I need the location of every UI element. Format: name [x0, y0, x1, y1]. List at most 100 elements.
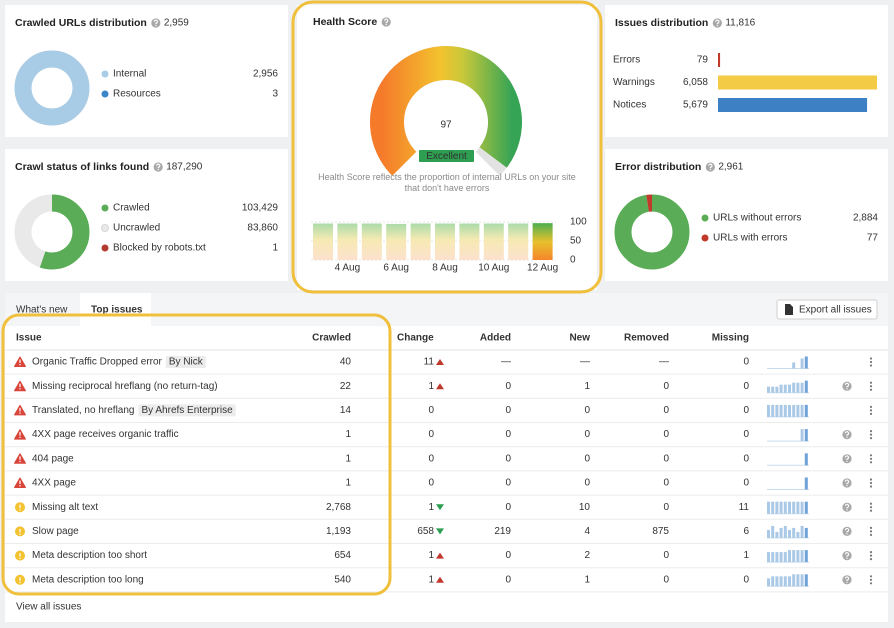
sparkline-bar	[771, 552, 775, 563]
history-bar	[435, 223, 455, 260]
tab-active	[80, 293, 151, 326]
legend-label: URLs with errors	[713, 233, 787, 244]
donut-segment	[14, 50, 90, 126]
help-icon	[842, 551, 852, 561]
help-glyph	[844, 431, 850, 436]
sparkline-bar	[796, 531, 800, 538]
row-menu[interactable]	[869, 551, 873, 561]
icon-dot	[19, 485, 21, 487]
sparkline-bar	[800, 525, 804, 538]
row-menu[interactable]	[869, 405, 873, 415]
card-title: Crawled URLs distribution	[15, 17, 147, 29]
issue-name[interactable]: Meta description too short	[32, 550, 147, 561]
sparkline-bar	[804, 404, 808, 417]
view-all-link[interactable]: View all issues	[16, 602, 81, 613]
help-dot	[846, 436, 848, 438]
issue-name[interactable]: Meta description too long	[32, 574, 144, 585]
row-menu[interactable]	[869, 502, 873, 512]
help-dot	[846, 581, 848, 584]
help-icon	[705, 162, 715, 172]
cell-change: 658	[417, 526, 434, 537]
cell-removed: 0	[663, 550, 669, 561]
menu-dot	[869, 461, 873, 464]
history-bar	[313, 223, 333, 260]
cell-removed: —	[659, 357, 669, 368]
bar	[718, 98, 868, 112]
legend-value: 103,429	[242, 203, 279, 214]
bar-value: 6,058	[683, 77, 708, 88]
help-glyph	[708, 163, 713, 169]
issue-name[interactable]: Missing reciprocal hreflang (no return-t…	[32, 381, 218, 392]
icon-dot	[19, 364, 21, 366]
row-menu[interactable]	[869, 430, 873, 440]
history-bar	[459, 223, 480, 260]
sparkline-bar	[804, 501, 808, 514]
help-icon	[842, 478, 852, 488]
sparkline-bar	[783, 525, 787, 538]
column-header: Change	[397, 333, 434, 344]
cell-new: 1	[584, 381, 590, 392]
legend-label: Crawled	[113, 203, 150, 214]
issue-name[interactable]: 404 page	[32, 453, 74, 464]
icon-dot	[19, 436, 21, 438]
sparkline-bar	[800, 382, 804, 393]
legend-value: 77	[867, 233, 879, 244]
cell-change: 0	[428, 429, 434, 440]
row-menu[interactable]	[869, 478, 873, 488]
row-menu[interactable]	[869, 526, 873, 537]
sparkline-bar	[804, 550, 808, 563]
issue-name[interactable]: Translated, no hreflang	[32, 405, 134, 416]
cell-added: 0	[505, 502, 511, 513]
menu-dot	[869, 437, 873, 440]
menu-dot	[869, 530, 873, 533]
menu-dot	[869, 575, 873, 578]
row-menu[interactable]	[869, 381, 873, 391]
cell-missing: 11	[739, 502, 750, 513]
cell-missing: 0	[743, 574, 749, 585]
row-menu[interactable]	[869, 575, 873, 585]
sparkline-bar	[771, 576, 775, 587]
menu-dot	[869, 478, 873, 481]
sparkline-bar	[792, 550, 796, 563]
menu-dot	[869, 551, 873, 554]
donut-segment	[614, 194, 690, 270]
legend-label: Blocked by robots.txt	[113, 243, 206, 254]
legend-dot	[701, 234, 709, 242]
sparkline-bar	[775, 404, 779, 417]
help-dot	[846, 557, 848, 559]
help-glyph	[844, 576, 850, 581]
help-dot	[846, 460, 848, 463]
cell-change: 11	[424, 357, 435, 368]
cell-removed: 0	[663, 574, 669, 585]
cell-new: 4	[584, 526, 590, 537]
tab[interactable]: Top issues	[91, 305, 143, 316]
sparkline-bar	[804, 453, 808, 466]
help-icon	[842, 502, 852, 512]
icon-dot	[19, 412, 21, 414]
export-button[interactable]: Export all issues	[776, 299, 878, 320]
menu-dot	[869, 388, 873, 391]
highlight-table	[1, 313, 392, 596]
row-menu[interactable]	[869, 454, 873, 464]
sparkline-bar	[800, 574, 804, 587]
issue-tag-label: By Nick	[169, 357, 204, 368]
help-glyph	[844, 382, 850, 388]
cell-new: 0	[584, 429, 590, 440]
cell-new: 1	[584, 574, 590, 585]
cell-added: 0	[505, 550, 511, 561]
issue-name[interactable]: 4XX page	[32, 478, 76, 489]
issue-name[interactable]: Slow page	[32, 526, 79, 537]
sparkline-bar	[804, 477, 808, 490]
history-bar	[337, 223, 358, 260]
issue-name[interactable]: Missing alt text	[32, 502, 98, 513]
legend-label: Uncrawled	[113, 223, 160, 234]
issues-panel	[5, 293, 888, 622]
sparkline-bar	[767, 552, 770, 563]
sparkline-bar	[775, 552, 779, 563]
history-bar	[532, 223, 553, 260]
tab[interactable]: What's new	[16, 305, 68, 316]
row-menu[interactable]	[869, 357, 873, 367]
cell-crawled: 40	[340, 357, 352, 368]
issue-name[interactable]: 4XX page receives organic traffic	[32, 429, 179, 440]
issue-name[interactable]: Organic Traffic Dropped error	[32, 357, 163, 368]
